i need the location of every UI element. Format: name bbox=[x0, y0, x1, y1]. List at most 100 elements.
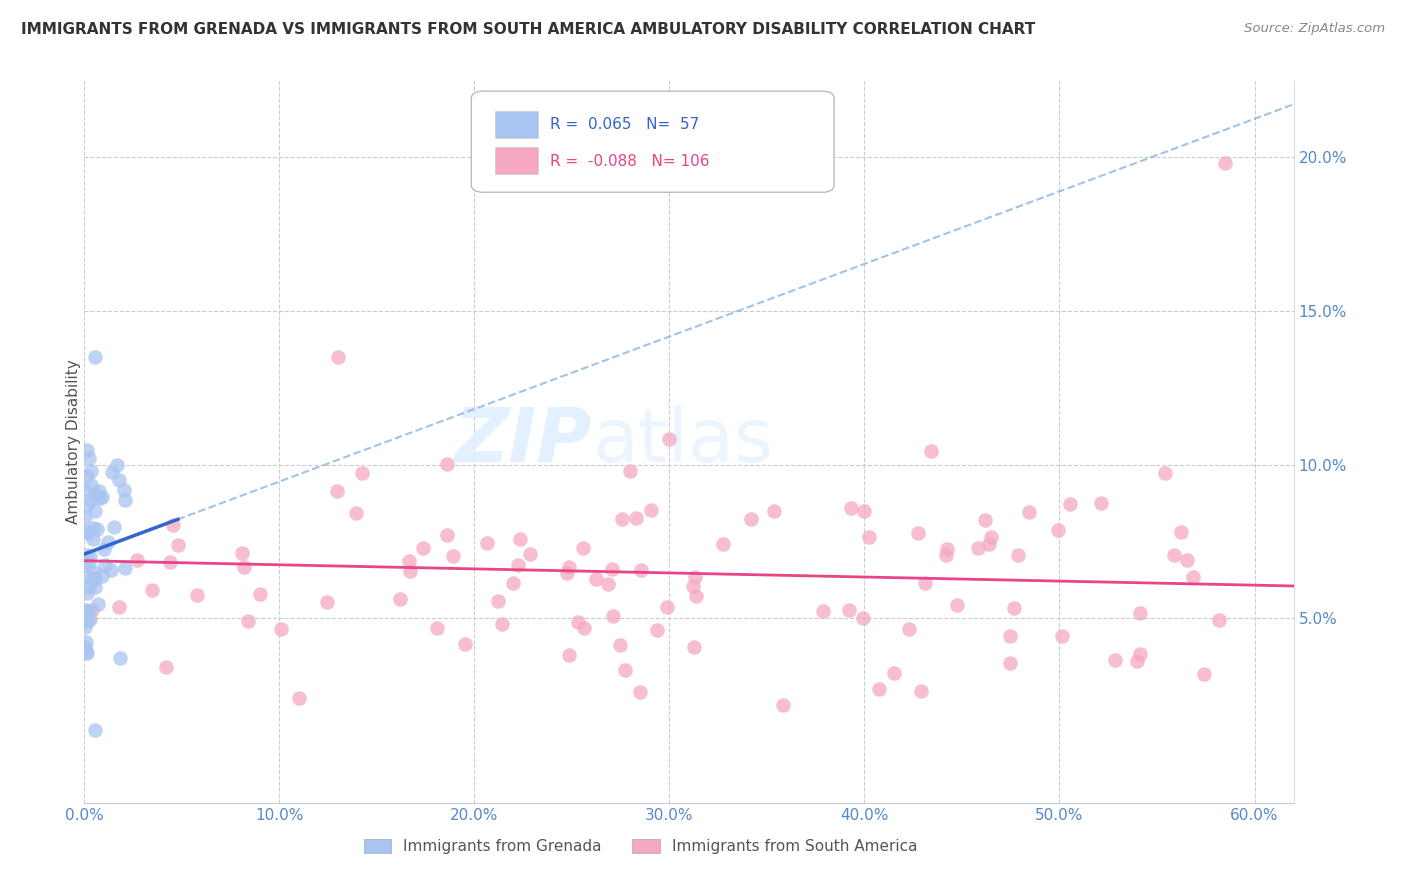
Point bbox=[91, 490, 114, 504]
Bar bbox=[495, 147, 538, 174]
Point bbox=[77, 450, 100, 465]
Point bbox=[75, 634, 97, 648]
Point bbox=[935, 542, 957, 557]
Point bbox=[868, 681, 890, 696]
Point bbox=[567, 615, 589, 629]
Point bbox=[914, 576, 936, 591]
Point bbox=[1007, 549, 1029, 563]
Legend: Immigrants from Grenada, Immigrants from South America: Immigrants from Grenada, Immigrants from… bbox=[357, 833, 924, 860]
Point bbox=[76, 586, 98, 600]
Point bbox=[82, 532, 104, 546]
Point bbox=[1104, 653, 1126, 667]
Point bbox=[1194, 667, 1216, 681]
Point bbox=[84, 487, 107, 501]
Point bbox=[86, 523, 108, 537]
Point bbox=[685, 589, 707, 603]
Point bbox=[326, 350, 349, 364]
Point bbox=[640, 503, 662, 517]
Point bbox=[80, 464, 103, 478]
Point bbox=[75, 524, 97, 538]
Point bbox=[630, 563, 652, 577]
Point bbox=[1129, 647, 1152, 661]
Point bbox=[350, 466, 373, 480]
Point bbox=[83, 565, 105, 579]
Point bbox=[75, 620, 97, 634]
Point bbox=[114, 492, 136, 507]
Point bbox=[998, 656, 1021, 670]
Point bbox=[1018, 505, 1040, 519]
Point bbox=[1175, 553, 1198, 567]
Point bbox=[1125, 654, 1147, 668]
Point bbox=[84, 571, 107, 585]
Point bbox=[103, 520, 125, 534]
Point bbox=[1213, 156, 1236, 170]
Point bbox=[571, 541, 593, 555]
Point bbox=[441, 549, 464, 563]
Point bbox=[977, 537, 1000, 551]
Point bbox=[112, 483, 135, 497]
Point bbox=[980, 530, 1002, 544]
Point bbox=[233, 560, 256, 574]
Point bbox=[76, 442, 98, 457]
Point bbox=[1090, 496, 1112, 510]
Point bbox=[763, 504, 786, 518]
Point bbox=[613, 664, 636, 678]
Text: R =  0.065   N=  57: R = 0.065 N= 57 bbox=[550, 117, 699, 132]
Point bbox=[609, 638, 631, 652]
Point bbox=[94, 558, 117, 572]
Point bbox=[108, 650, 131, 665]
Point bbox=[80, 478, 103, 492]
Point bbox=[84, 504, 107, 518]
Text: Source: ZipAtlas.com: Source: ZipAtlas.com bbox=[1244, 22, 1385, 36]
Point bbox=[645, 624, 668, 638]
Point bbox=[558, 648, 581, 662]
Point bbox=[75, 509, 97, 524]
Point bbox=[1002, 600, 1025, 615]
Text: ZIP: ZIP bbox=[456, 405, 592, 478]
Point bbox=[966, 541, 988, 556]
Point bbox=[602, 609, 624, 624]
Y-axis label: Ambulatory Disability: Ambulatory Disability bbox=[66, 359, 80, 524]
Point bbox=[1059, 497, 1081, 511]
Text: atlas: atlas bbox=[592, 405, 773, 478]
Point bbox=[77, 580, 100, 594]
Point bbox=[167, 538, 190, 552]
Point bbox=[624, 511, 647, 525]
Point bbox=[853, 504, 876, 518]
Point bbox=[610, 512, 633, 526]
Point bbox=[585, 572, 607, 586]
Text: IMMIGRANTS FROM GRENADA VS IMMIGRANTS FROM SOUTH AMERICA AMBULATORY DISABILITY C: IMMIGRANTS FROM GRENADA VS IMMIGRANTS FR… bbox=[21, 22, 1035, 37]
Point bbox=[811, 604, 834, 618]
Point bbox=[108, 473, 131, 487]
Point bbox=[945, 598, 967, 612]
Point bbox=[87, 597, 110, 611]
Point bbox=[186, 588, 208, 602]
Point bbox=[998, 629, 1021, 643]
Point bbox=[682, 579, 704, 593]
Point bbox=[1182, 570, 1205, 584]
Point bbox=[454, 637, 477, 651]
Point bbox=[839, 501, 862, 516]
Point bbox=[436, 528, 458, 542]
Point bbox=[76, 646, 98, 660]
Point bbox=[77, 556, 100, 570]
Point bbox=[75, 645, 97, 659]
Point bbox=[82, 521, 104, 535]
Point bbox=[315, 595, 337, 609]
Point bbox=[80, 493, 103, 508]
Point bbox=[506, 558, 529, 573]
Point bbox=[838, 603, 860, 617]
Point bbox=[76, 469, 98, 483]
Point bbox=[75, 606, 97, 620]
Point bbox=[84, 580, 107, 594]
Point bbox=[596, 577, 619, 591]
Point bbox=[412, 541, 434, 556]
Point bbox=[82, 571, 104, 585]
Point bbox=[1154, 466, 1177, 480]
Point bbox=[572, 621, 595, 635]
Point bbox=[502, 576, 524, 591]
Point bbox=[398, 554, 420, 568]
Point bbox=[898, 622, 921, 636]
Text: R =  -0.088   N= 106: R = -0.088 N= 106 bbox=[550, 153, 710, 169]
Point bbox=[683, 640, 706, 655]
